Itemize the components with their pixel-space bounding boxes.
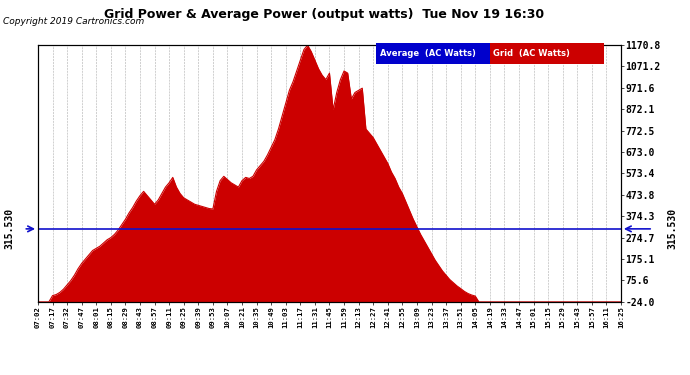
Text: Grid Power & Average Power (output watts)  Tue Nov 19 16:30: Grid Power & Average Power (output watts… [104, 8, 544, 21]
Text: Copyright 2019 Cartronics.com: Copyright 2019 Cartronics.com [3, 17, 145, 26]
Text: 315.530: 315.530 [5, 209, 14, 249]
Text: Average  (AC Watts): Average (AC Watts) [380, 49, 475, 58]
Text: Grid  (AC Watts): Grid (AC Watts) [493, 49, 571, 58]
Text: 315.530: 315.530 [668, 209, 678, 249]
